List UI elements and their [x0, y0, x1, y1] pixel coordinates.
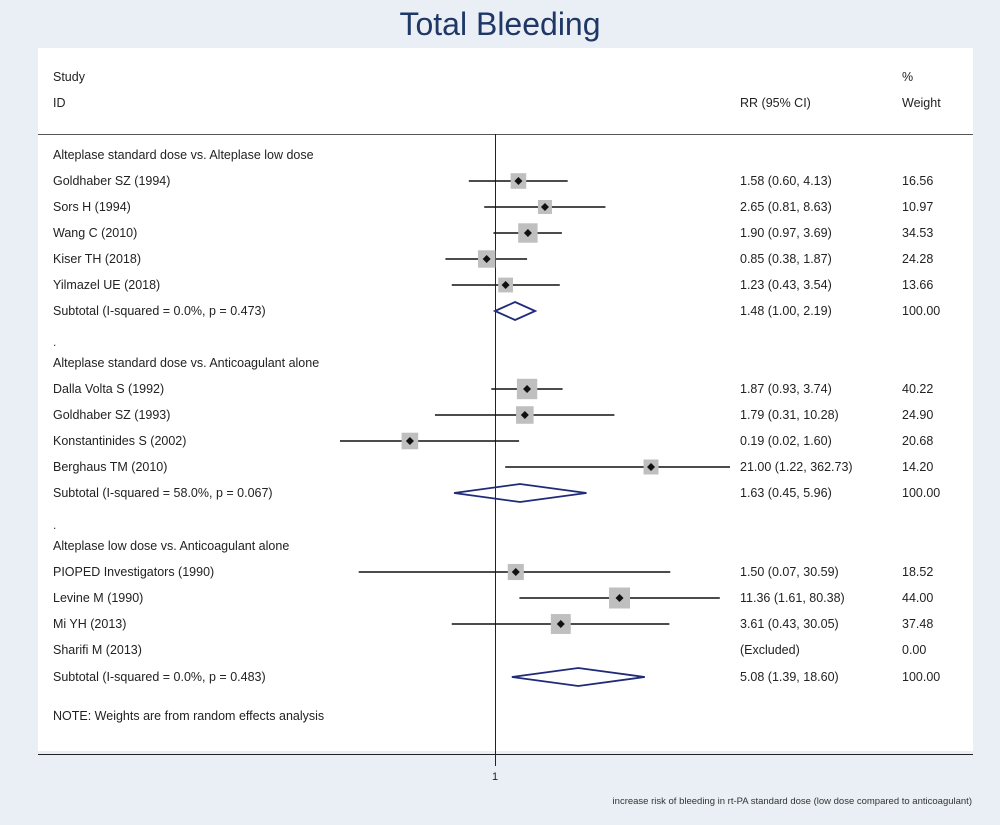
header-weight: Weight	[902, 96, 941, 110]
subtotal-weight: 100.00	[902, 304, 941, 318]
study-weight: 40.22	[902, 382, 934, 396]
point-estimate	[501, 281, 510, 289]
subtotal-estimate: 1.48 (1.00, 2.19)	[740, 304, 832, 318]
group-label: Alteplase low dose vs. Anticoagulant alo…	[53, 539, 290, 553]
study-weight: 24.90	[902, 408, 934, 422]
point-estimate	[540, 203, 549, 211]
study-weight: 10.97	[902, 200, 934, 214]
point-estimate	[520, 411, 529, 419]
header-rr: RR (95% CI)	[740, 96, 811, 110]
study-estimate: 1.79 (0.31, 10.28)	[740, 408, 839, 422]
subtotal-diamond	[511, 667, 645, 687]
study-weight: 34.53	[902, 226, 934, 240]
subtotal-label: Subtotal (I-squared = 58.0%, p = 0.067)	[53, 486, 273, 500]
group-spacer-dot: .	[53, 518, 57, 532]
subtotal-diamond	[492, 301, 538, 321]
study-estimate: 11.36 (1.61, 80.38)	[740, 591, 845, 605]
study-weight: 24.28	[902, 252, 934, 266]
weights-note: NOTE: Weights are from random effects an…	[53, 709, 325, 723]
study-weight: 16.56	[902, 174, 934, 188]
axis-footnote: increase risk of bleeding in rt-PA stand…	[612, 796, 972, 807]
point-estimate	[647, 463, 656, 471]
study-weight: 20.68	[902, 434, 934, 448]
null-effect-line	[495, 134, 496, 766]
study-label: Yilmazel UE (2018)	[53, 278, 161, 292]
subtotal-weight: 100.00	[902, 486, 941, 500]
study-estimate: 3.61 (0.43, 30.05)	[740, 617, 839, 631]
study-label: Sors H (1994)	[53, 200, 131, 214]
study-label: Mi YH (2013)	[53, 617, 127, 631]
study-estimate: 21.00 (1.22, 362.73)	[740, 460, 853, 474]
study-estimate: 0.85 (0.38, 1.87)	[740, 252, 832, 266]
subtotal-estimate: 1.63 (0.45, 5.96)	[740, 486, 832, 500]
chart-title: Total Bleeding	[399, 6, 601, 42]
study-label: Sharifi M (2013)	[53, 643, 142, 657]
study-label: Levine M (1990)	[53, 591, 144, 605]
study-estimate: 1.58 (0.60, 4.13)	[740, 174, 832, 188]
study-label: Berghaus TM (2010)	[53, 460, 168, 474]
study-label: Goldhaber SZ (1994)	[53, 174, 171, 188]
study-label: Dalla Volta S (1992)	[53, 382, 165, 396]
study-weight: 44.00	[902, 591, 934, 605]
study-label: Goldhaber SZ (1993)	[53, 408, 171, 422]
study-estimate: 1.87 (0.93, 3.74)	[740, 382, 832, 396]
point-estimate	[405, 437, 414, 445]
study-estimate: 2.65 (0.81, 8.63)	[740, 200, 832, 214]
point-estimate	[523, 385, 532, 393]
study-estimate: (Excluded)	[740, 643, 800, 657]
study-estimate: 1.50 (0.07, 30.59)	[740, 565, 839, 579]
point-estimate	[511, 568, 520, 576]
header-study: Study	[53, 70, 85, 84]
point-estimate	[556, 620, 565, 628]
plot-panel	[38, 48, 973, 751]
x-axis-line	[38, 754, 973, 755]
study-label: Kiser TH (2018)	[53, 252, 141, 266]
group-label: Alteplase standard dose vs. Anticoagulan…	[53, 356, 320, 370]
study-label: Konstantinides S (2002)	[53, 434, 187, 448]
study-weight: 18.52	[902, 565, 934, 579]
group-spacer-dot: .	[53, 701, 57, 715]
study-weight: 13.66	[902, 278, 934, 292]
group-label: Alteplase standard dose vs. Alteplase lo…	[53, 148, 314, 162]
point-estimate	[514, 177, 523, 185]
study-weight: 37.48	[902, 617, 934, 631]
study-estimate: 1.90 (0.97, 3.69)	[740, 226, 832, 240]
subtotal-diamond	[453, 483, 587, 503]
point-estimate	[615, 594, 624, 602]
subtotal-estimate: 5.08 (1.39, 18.60)	[740, 670, 839, 684]
study-weight: 14.20	[902, 460, 934, 474]
study-estimate: 1.23 (0.43, 3.54)	[740, 278, 832, 292]
point-estimate	[482, 255, 491, 263]
subtotal-weight: 100.00	[902, 670, 941, 684]
header-separator	[38, 134, 973, 135]
subtotal-label: Subtotal (I-squared = 0.0%, p = 0.483)	[53, 670, 266, 684]
x-tick-label: 1	[491, 771, 499, 783]
study-label: PIOPED Investigators (1990)	[53, 565, 215, 579]
header-id: ID	[53, 96, 66, 110]
point-estimate	[523, 229, 532, 237]
header-percent: %	[902, 70, 914, 84]
group-spacer-dot: .	[53, 335, 57, 349]
study-label: Wang C (2010)	[53, 226, 138, 240]
study-weight: 0.00	[902, 643, 927, 657]
subtotal-label: Subtotal (I-squared = 0.0%, p = 0.473)	[53, 304, 266, 318]
study-estimate: 0.19 (0.02, 1.60)	[740, 434, 832, 448]
